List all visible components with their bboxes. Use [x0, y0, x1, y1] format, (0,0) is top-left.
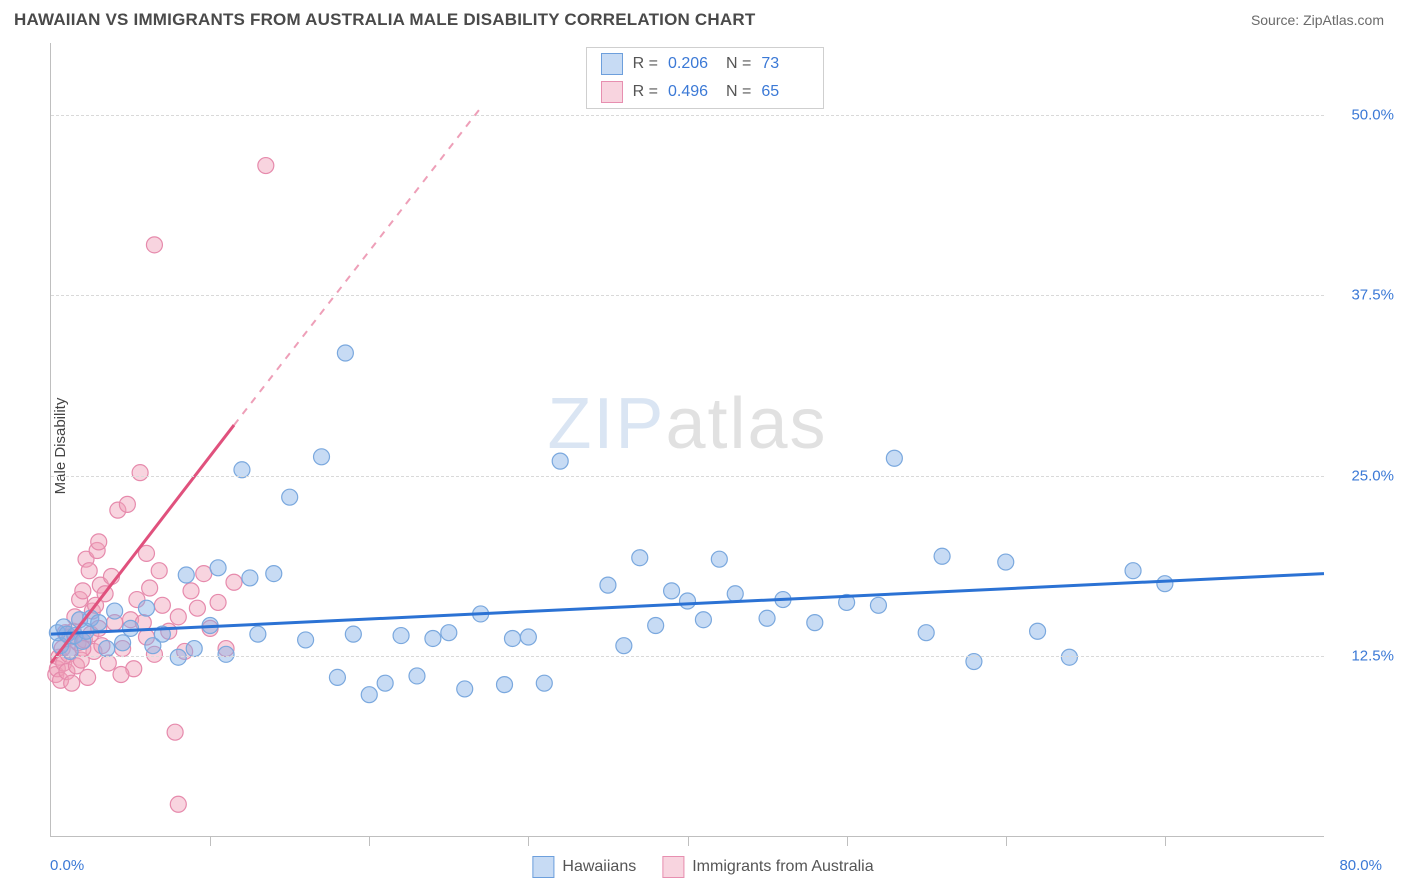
scatter-point [142, 580, 158, 596]
scatter-point [170, 796, 186, 812]
scatter-point [170, 609, 186, 625]
scatter-point [759, 610, 775, 626]
scatter-point [123, 620, 139, 636]
scatter-point [138, 600, 154, 616]
scatter-point [242, 570, 258, 586]
y-tick-label: 50.0% [1332, 107, 1394, 124]
scatter-point [64, 675, 80, 691]
scatter-point [196, 566, 212, 582]
scatter-point [218, 646, 234, 662]
scatter-point [189, 600, 205, 616]
scatter-point [282, 489, 298, 505]
scatter-point [441, 625, 457, 641]
legend-blue-label: Hawaiians [562, 858, 636, 876]
scatter-point [167, 724, 183, 740]
x-axis-max: 80.0% [1339, 857, 1382, 874]
legend-pink-label: Immigrants from Australia [692, 858, 873, 876]
scatter-point [258, 158, 274, 174]
scatter-point [183, 583, 199, 599]
scatter-point [536, 675, 552, 691]
scatter-point [998, 554, 1014, 570]
scatter-point [345, 626, 361, 642]
scatter-point [632, 550, 648, 566]
scatter-point [91, 615, 107, 631]
trend-line-pink-dash [234, 108, 481, 425]
plot-area: ZIPatlas R = 0.206 N = 73 R = 0.496 N = … [50, 43, 1324, 837]
scatter-point [91, 534, 107, 550]
scatter-point [100, 655, 116, 671]
scatter-point [226, 574, 242, 590]
scatter-point [552, 453, 568, 469]
scatter-point [807, 615, 823, 631]
swatch-blue-icon [532, 856, 554, 878]
scatter-point [520, 629, 536, 645]
scatter-point [600, 577, 616, 593]
scatter-point [870, 597, 886, 613]
y-tick-label: 37.5% [1332, 287, 1394, 304]
chart-title: HAWAIIAN VS IMMIGRANTS FROM AUSTRALIA MA… [14, 10, 755, 30]
scatter-point [266, 566, 282, 582]
scatter-point [934, 548, 950, 564]
scatter-point [695, 612, 711, 628]
scatter-point [113, 667, 129, 683]
scatter-point [727, 586, 743, 602]
scatter-point [329, 669, 345, 685]
scatter-point [146, 237, 162, 253]
scatter-point [154, 597, 170, 613]
scatter-point [648, 617, 664, 633]
scatter-point [250, 626, 266, 642]
scatter-point [1125, 563, 1141, 579]
scatter-point [1030, 623, 1046, 639]
swatch-pink-icon [662, 856, 684, 878]
scatter-point [337, 345, 353, 361]
chart-source: Source: ZipAtlas.com [1251, 12, 1384, 28]
scatter-point [616, 638, 632, 654]
legend-bottom: Hawaiians Immigrants from Australia [532, 856, 873, 878]
scatter-point [1157, 576, 1173, 592]
scatter-point [151, 563, 167, 579]
scatter-point [178, 567, 194, 583]
x-axis-min: 0.0% [50, 857, 84, 874]
scatter-point [119, 496, 135, 512]
scatter-point [314, 449, 330, 465]
y-tick-label: 25.0% [1332, 467, 1394, 484]
legend-item-pink: Immigrants from Australia [662, 856, 873, 878]
scatter-point [680, 593, 696, 609]
scatter-point [1061, 649, 1077, 665]
y-tick-label: 12.5% [1332, 647, 1394, 664]
scatter-point [664, 583, 680, 599]
scatter-point [504, 630, 520, 646]
scatter-point [186, 641, 202, 657]
scatter-point [210, 594, 226, 610]
scatter-point [457, 681, 473, 697]
scatter-point [377, 675, 393, 691]
scatter-point [115, 635, 131, 651]
scatter-point [81, 563, 97, 579]
scatter-point [75, 583, 91, 599]
scatter-point [918, 625, 934, 641]
scatter-point [409, 668, 425, 684]
scatter-point [886, 450, 902, 466]
scatter-point [298, 632, 314, 648]
scatter-point [393, 628, 409, 644]
scatter-point [99, 641, 115, 657]
scatter-point [210, 560, 226, 576]
scatter-point [361, 687, 377, 703]
scatter-point [107, 603, 123, 619]
legend-item-blue: Hawaiians [532, 856, 636, 878]
scatter-svg [51, 43, 1324, 836]
scatter-point [711, 551, 727, 567]
scatter-point [425, 630, 441, 646]
scatter-point [80, 669, 96, 685]
scatter-point [497, 677, 513, 693]
scatter-point [170, 649, 186, 665]
scatter-point [132, 465, 148, 481]
